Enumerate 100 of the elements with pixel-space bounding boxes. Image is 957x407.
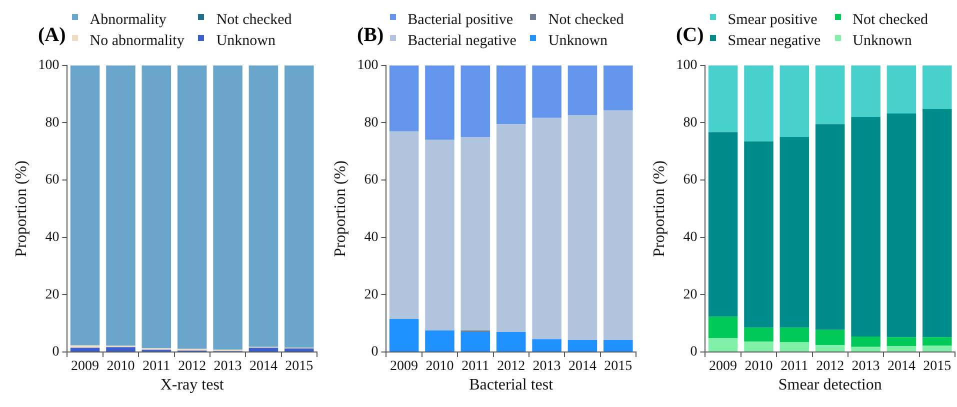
y-tick-label: 0: [52, 344, 60, 360]
legend-label: Abnormality: [90, 11, 166, 30]
bar: [604, 110, 633, 340]
bar: [815, 124, 845, 330]
bar: [922, 108, 952, 338]
bar: [248, 65, 278, 347]
bar: [886, 65, 916, 114]
bar: [886, 337, 916, 346]
y-tick-label: 60: [45, 172, 60, 188]
bar: [389, 319, 419, 352]
bar: [744, 65, 774, 142]
bar: [922, 337, 952, 346]
bar: [248, 348, 278, 352]
bar: [708, 65, 738, 132]
bar: [604, 65, 633, 110]
bar: [708, 132, 738, 317]
bar: [389, 131, 419, 320]
y-tick-label: 0: [690, 344, 698, 360]
bar: [496, 124, 526, 332]
x-tick-label: 2011: [142, 359, 170, 374]
chart-title: (B): [357, 24, 384, 46]
y-tick-label: 20: [364, 287, 378, 302]
bar: [886, 114, 916, 338]
legend-label: Bacterial negative: [408, 32, 516, 51]
y-tick-label: 100: [357, 58, 378, 74]
bar: [851, 116, 880, 337]
legend-label: Unknown: [548, 32, 608, 51]
bar: [815, 330, 845, 346]
bar: [106, 65, 136, 346]
x-axis-title: Bacterial test: [469, 376, 554, 394]
x-tick-label: 2012: [816, 359, 844, 374]
bar: [780, 137, 810, 328]
x-tick-label: 2015: [604, 359, 632, 374]
bar: [460, 65, 490, 138]
chart-title: (C): [676, 24, 704, 46]
bar: [815, 345, 845, 352]
x-tick-label: 2013: [214, 359, 242, 374]
bar: [532, 339, 562, 352]
bar: [142, 65, 172, 348]
x-tick-label: 2015: [923, 359, 952, 374]
y-tick-label: 100: [38, 58, 60, 74]
legend-label: Smear negative: [728, 32, 821, 51]
y-tick-label: 60: [683, 172, 698, 188]
bar: [744, 328, 774, 342]
bar: [851, 65, 880, 117]
bar: [532, 65, 562, 118]
bar: [496, 332, 526, 352]
y-tick-label: 80: [683, 115, 698, 130]
bar: [815, 65, 845, 124]
x-tick-label: 2011: [462, 359, 490, 374]
bar: [604, 340, 633, 352]
bar: [780, 65, 810, 138]
bar: [284, 65, 314, 348]
legend-label: No abnormality: [90, 32, 184, 51]
bar: [744, 141, 774, 328]
x-tick-label: 2011: [780, 359, 808, 374]
bar: [568, 114, 598, 340]
bar: [70, 65, 100, 346]
x-axis-title: Smear detection: [778, 376, 882, 394]
bar: [177, 65, 207, 349]
bar: [851, 346, 880, 352]
x-tick-label: 2010: [106, 359, 135, 374]
y-axis-title: Proportion (%): [650, 160, 668, 257]
x-tick-label: 2014: [887, 359, 916, 374]
bar: [708, 316, 738, 338]
legend-label: Not checked: [548, 11, 624, 30]
y-tick-label: 0: [371, 344, 378, 360]
legend-label: Unknown: [216, 32, 276, 51]
bar: [389, 65, 419, 132]
bar: [922, 65, 952, 109]
x-tick-label: 2009: [709, 359, 738, 374]
bar: [780, 342, 810, 352]
y-axis-title: Proportion (%): [332, 160, 349, 257]
bar: [496, 65, 526, 124]
y-tick-label: 40: [45, 230, 60, 246]
bar: [460, 137, 490, 331]
x-tick-label: 2014: [249, 359, 278, 374]
bar: [70, 348, 100, 352]
y-axis-title: Proportion (%): [12, 160, 30, 257]
y-tick-label: 80: [364, 115, 378, 130]
legend-label: Not checked: [852, 11, 928, 30]
bar: [744, 342, 774, 352]
bar: [106, 347, 136, 352]
x-tick-label: 2014: [568, 359, 596, 374]
x-tick-label: 2010: [426, 359, 454, 374]
x-tick-label: 2012: [178, 359, 206, 374]
bar: [851, 336, 880, 347]
bar: [425, 65, 454, 140]
x-tick-label: 2012: [497, 359, 526, 374]
y-tick-label: 100: [676, 58, 698, 74]
bar: [922, 346, 952, 352]
x-axis-title: X-ray test: [160, 376, 224, 394]
y-tick-label: 40: [364, 230, 378, 246]
bar: [425, 330, 454, 352]
bar: [460, 332, 490, 352]
legend-label: Unknown: [852, 32, 912, 51]
x-tick-label: 2009: [71, 359, 100, 374]
y-tick-label: 80: [45, 115, 60, 130]
bar: [568, 340, 598, 352]
legend-label: Bacterial positive: [408, 11, 514, 30]
